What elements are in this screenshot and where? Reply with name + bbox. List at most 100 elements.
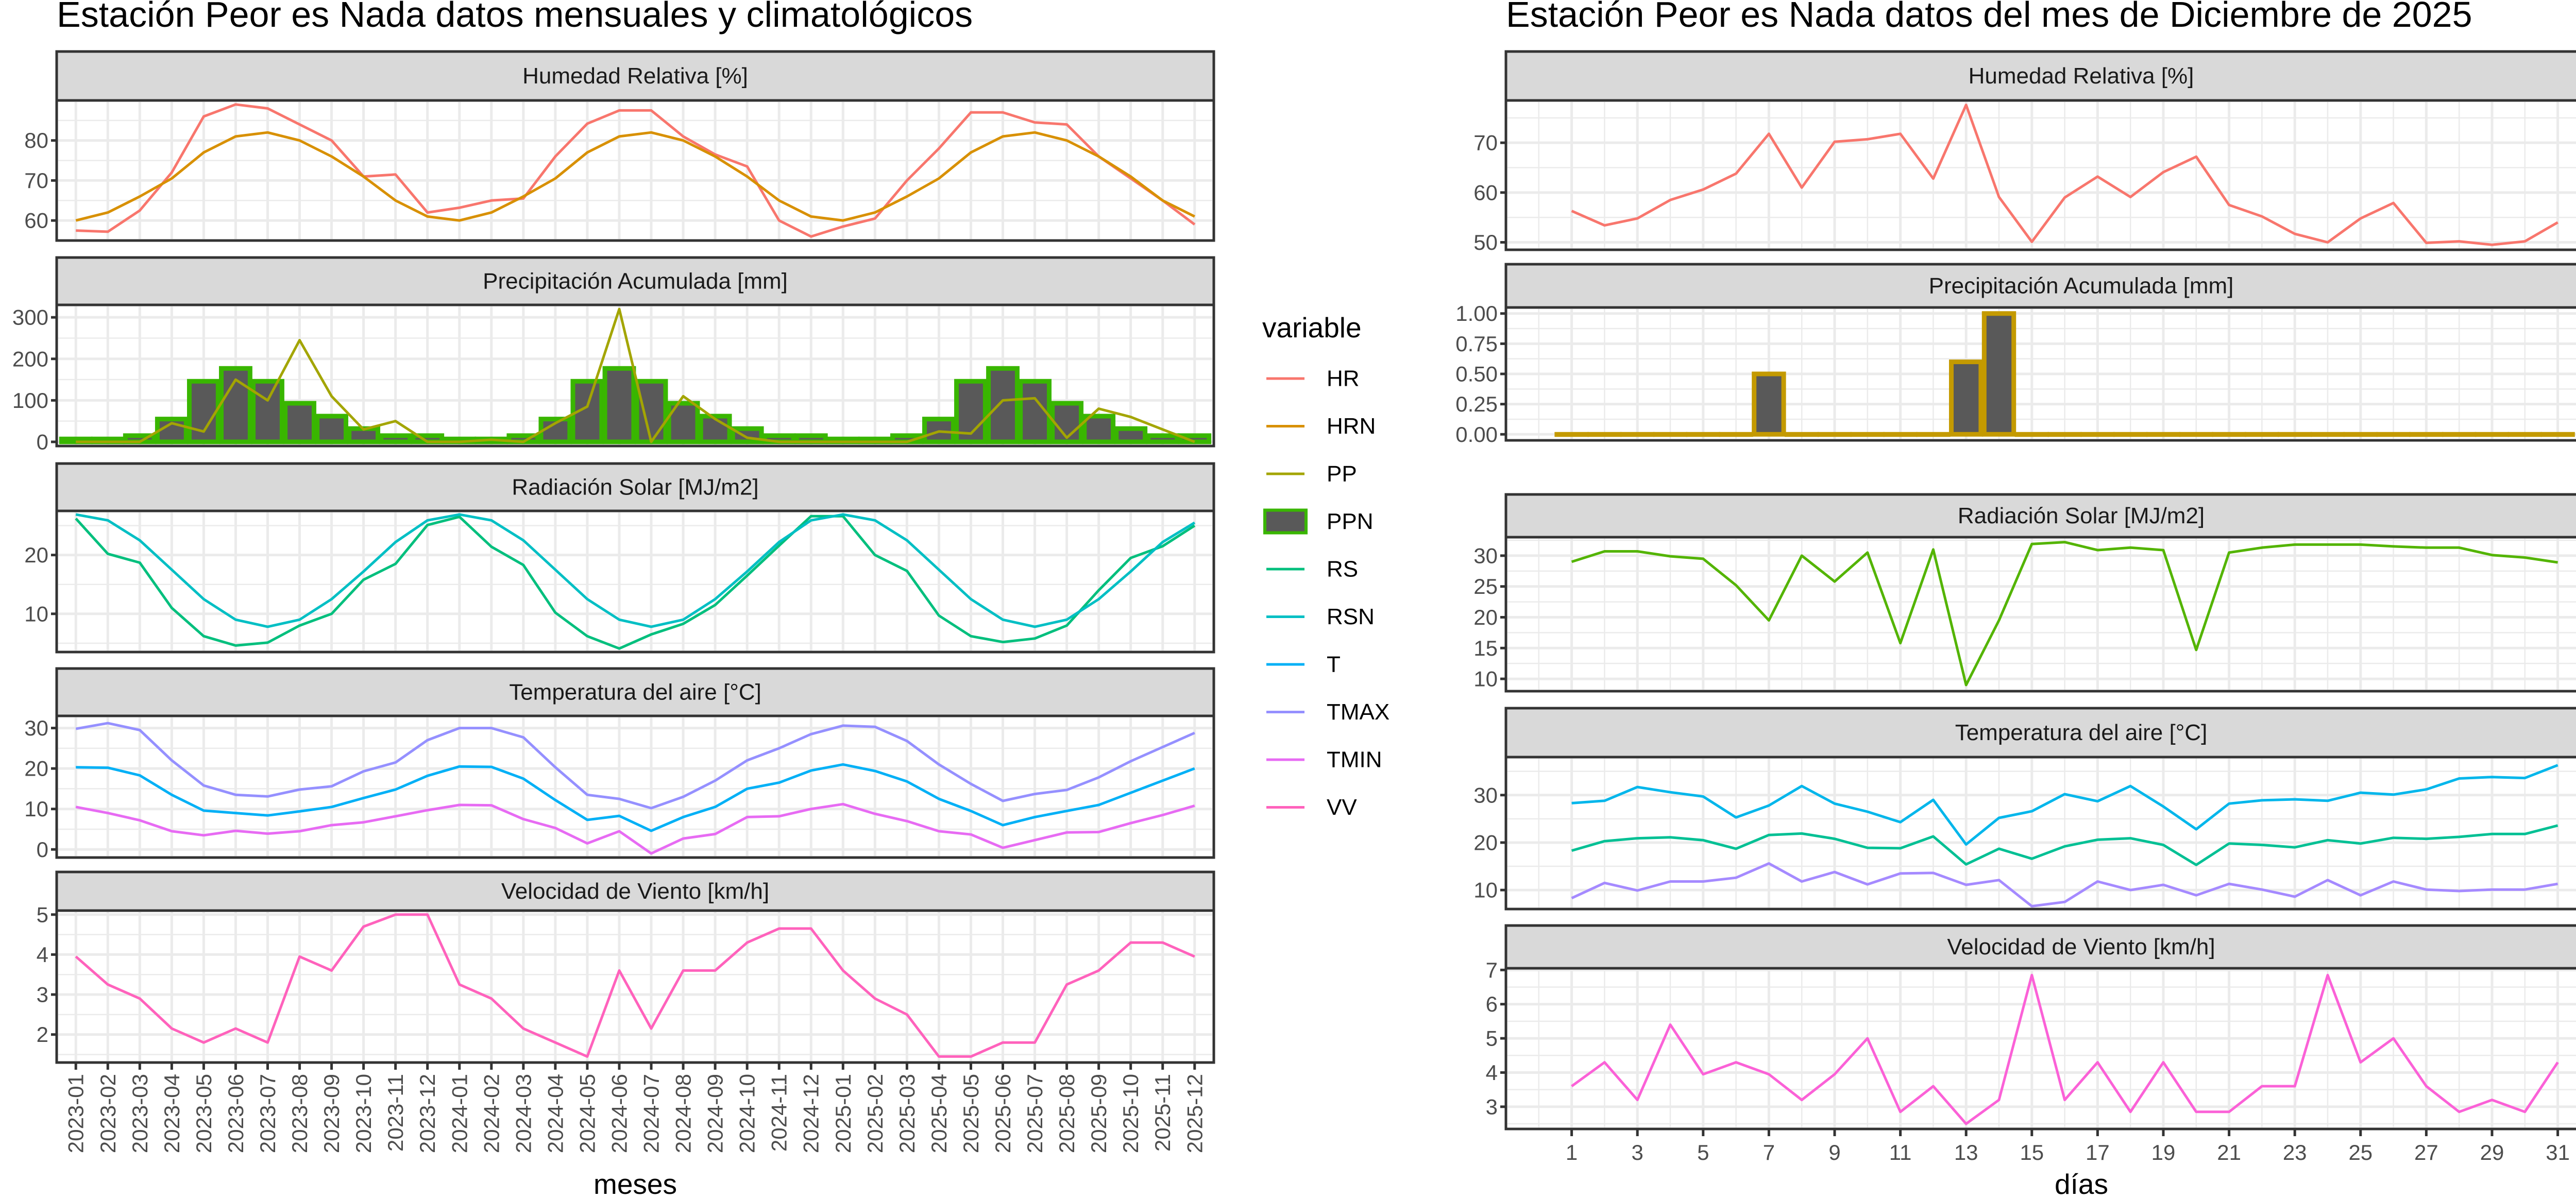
x-tick-label: 2025-01 [831, 1074, 855, 1153]
legend-label: TMAX [1327, 699, 1389, 725]
panel-velocidad-de-viento-km-h: Velocidad de Viento [km/h] 2 3 4 5 [37, 870, 1215, 1064]
y-tick-label: 0.00 [1455, 422, 1498, 447]
bar-pp [2113, 432, 2148, 437]
x-tick-label: 2025-12 [1182, 1074, 1207, 1153]
x-tick-label: 23 [2283, 1140, 2307, 1164]
x-tick-label: 2023-10 [351, 1074, 376, 1153]
bar-pp [1554, 432, 1589, 437]
strip-label: Precipitación Acumulada [mm] [1929, 273, 2234, 299]
y-tick-label: 5 [37, 902, 48, 927]
grid [1507, 309, 2576, 439]
plot-border [55, 714, 1215, 859]
y-tick-label: 30 [24, 716, 48, 740]
y-tick-label: 7 [1486, 958, 1498, 982]
bar-pp [1653, 432, 1688, 437]
y-tick-label: 0.25 [1455, 392, 1498, 416]
y-tick-label: 20 [1473, 605, 1498, 629]
x-tick-label: 2024-08 [671, 1074, 696, 1153]
plot-border [55, 303, 1215, 448]
bar-pp [2080, 432, 2115, 437]
strip-label: Radiación Solar [MJ/m2] [1958, 503, 2205, 528]
series-t [1571, 824, 2558, 866]
y-tick-label: 70 [24, 168, 48, 193]
legend-key-bar [1263, 508, 1308, 535]
daily-december-chart: Estación Peor es Nada datos del mes de D… [1455, 0, 2576, 1199]
strip-label: Temperatura del aire [°C] [1955, 720, 2208, 745]
legend-label: RSN [1327, 604, 1375, 629]
x-tick-label: 19 [2151, 1140, 2176, 1164]
bar-pp [2277, 432, 2312, 437]
series-tmin [75, 802, 1195, 855]
y-tick-label: 4 [1486, 1060, 1498, 1085]
monthly-climatology-chart: Estación Peor es Nada datos mensuales y … [12, 0, 1389, 1199]
plot-border [55, 909, 1215, 1064]
plot-area [55, 509, 1215, 654]
x-tick-label: 2025-03 [895, 1074, 919, 1153]
panel-temperatura-del-aire-c: Temperatura del aire [°C] 10 20 30 [1473, 707, 2576, 911]
y-tick-label: 60 [24, 209, 48, 233]
series-hr [1571, 104, 2558, 246]
series-line-rs [75, 515, 1196, 650]
series-pp [76, 307, 1195, 443]
y-tick-label: 10 [24, 797, 48, 821]
bar-pp [2343, 432, 2378, 437]
x-tick-label: 2025-02 [863, 1074, 887, 1153]
x-tick-label: 2024-05 [575, 1074, 599, 1153]
x-tick-label: 2023-08 [287, 1074, 312, 1153]
bar-pp [2179, 432, 2214, 437]
series-tmax [1571, 764, 2558, 846]
y-tick-label: 10 [24, 602, 48, 626]
series-line-hr [76, 103, 1196, 238]
legend-item-t: T [1266, 652, 1341, 677]
legend-item-hr: HR [1266, 366, 1360, 391]
bar-pp [2442, 432, 2477, 437]
bar-pp [2146, 432, 2181, 437]
x-tick-label: 2024-02 [479, 1074, 503, 1153]
y-tick-label: 60 [1473, 180, 1498, 204]
bar-pp [2245, 432, 2279, 437]
y-tick-label: 70 [1473, 131, 1498, 155]
x-tick-label: 5 [1697, 1140, 1709, 1164]
x-tick-label: 2025-04 [927, 1074, 951, 1153]
right-chart-title: Estación Peor es Nada datos del mes de D… [1506, 0, 2472, 35]
y-tick-label: 6 [1486, 992, 1498, 1016]
x-tick-label: 1 [1566, 1140, 1578, 1164]
strip-label: Temperatura del aire [°C] [509, 680, 761, 705]
grid [1507, 968, 2576, 1127]
x-tick-label: 13 [1954, 1140, 1978, 1164]
x-tick-label: 2024-11 [767, 1074, 791, 1152]
bar-pp [1587, 432, 1622, 437]
left-legend-title: variable [1262, 312, 1362, 344]
x-axis: 1 3 5 7 9 11 13 15 17 19 21 23 25 27 29 31 [1566, 1129, 2570, 1164]
bar-pp [2047, 432, 2082, 437]
y-tick-label: 0.75 [1455, 332, 1498, 356]
plot-border [1504, 536, 2576, 693]
legend-item-tmin: TMIN [1266, 747, 1382, 773]
y-tick-label: 0 [37, 430, 48, 454]
y-tick-label: 100 [12, 388, 48, 413]
legend-item-rsn: RSN [1266, 604, 1375, 629]
legend-label: PPN [1327, 509, 1373, 534]
series-line-rsn [75, 513, 1196, 628]
left-legend: variable HR HRN PP PPN RS RSN T TMAX TMIN VV [1262, 312, 1389, 820]
plot-area [1504, 536, 2576, 693]
panel-precipitaci-n-acumulada-mm: Precipitación Acumulada [mm] 0.00 0.25 0.50… [1455, 263, 2576, 447]
bar-ppn [347, 426, 381, 444]
x-tick-label: 2023-07 [256, 1074, 280, 1153]
x-tick-label: 2025-11 [1150, 1074, 1175, 1152]
bar-pp [1916, 432, 1951, 437]
bar-pp [2014, 432, 2049, 437]
bar-pp [1981, 311, 2016, 437]
x-tick-label: 2024-09 [703, 1074, 727, 1153]
x-tick-label: 3 [1632, 1140, 1643, 1164]
strip-label: Radiación Solar [MJ/m2] [512, 475, 758, 500]
legend-label: HRN [1327, 414, 1376, 439]
legend-label: RS [1327, 557, 1358, 582]
x-tick-label: 2025-05 [959, 1074, 983, 1153]
y-tick-label: 20 [24, 757, 48, 781]
grid [58, 512, 1212, 650]
grid [58, 717, 1212, 856]
bar-ppn [251, 379, 284, 444]
x-tick-label: 2025-09 [1087, 1074, 1111, 1153]
y-tick-label: 200 [12, 347, 48, 371]
